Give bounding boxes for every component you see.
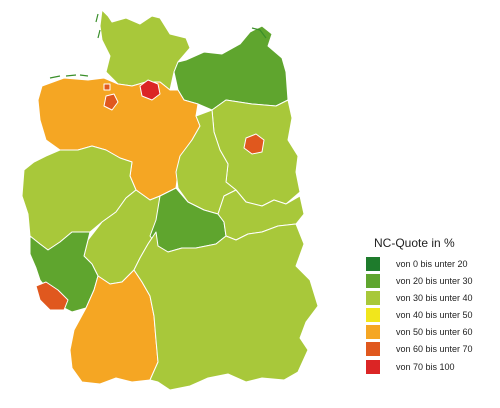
legend-swatch (366, 325, 380, 340)
legend-title: NC-Quote in % (374, 236, 455, 250)
legend-swatch (366, 342, 380, 357)
legend-item: von 30 bis unter 40 (366, 291, 496, 306)
state-bayern (133, 223, 319, 391)
legend-label: von 60 bis unter 70 (396, 344, 473, 355)
map-legend: NC-Quote in % von 0 bis unter 20 von 20 … (366, 236, 496, 377)
legend-swatch (366, 257, 380, 272)
legend-item: von 20 bis unter 30 (366, 274, 496, 289)
legend-item: von 70 bis 100 (366, 359, 496, 374)
state-mecklenburg-vorpommern (173, 25, 289, 111)
state-saarland (35, 281, 69, 311)
legend-label: von 50 bis unter 60 (396, 327, 473, 338)
ruegen-island (251, 27, 267, 39)
state-bremen-bremerhaven (103, 83, 111, 91)
legend-label: von 70 bis 100 (396, 361, 455, 372)
legend-label: von 20 bis unter 30 (396, 276, 473, 287)
east-frisian-islands (49, 74, 89, 79)
legend-label: von 0 bis unter 20 (396, 259, 468, 270)
north-frisian-islands (95, 13, 101, 39)
legend-swatch (366, 274, 380, 289)
legend-swatch (366, 308, 380, 323)
legend-item: von 40 bis unter 50 (366, 308, 496, 323)
state-bremen (103, 93, 119, 111)
legend-swatch (366, 359, 380, 374)
state-hamburg (139, 79, 161, 101)
legend-label: von 40 bis unter 50 (396, 310, 473, 321)
state-berlin (243, 133, 265, 155)
legend-item: von 60 bis unter 70 (366, 342, 496, 357)
legend-list: von 0 bis unter 20 von 20 bis unter 30 v… (366, 257, 496, 374)
legend-item: von 50 bis unter 60 (366, 325, 496, 340)
legend-label: von 30 bis unter 40 (396, 293, 473, 304)
legend-swatch (366, 291, 380, 306)
legend-item: von 0 bis unter 20 (366, 257, 496, 272)
